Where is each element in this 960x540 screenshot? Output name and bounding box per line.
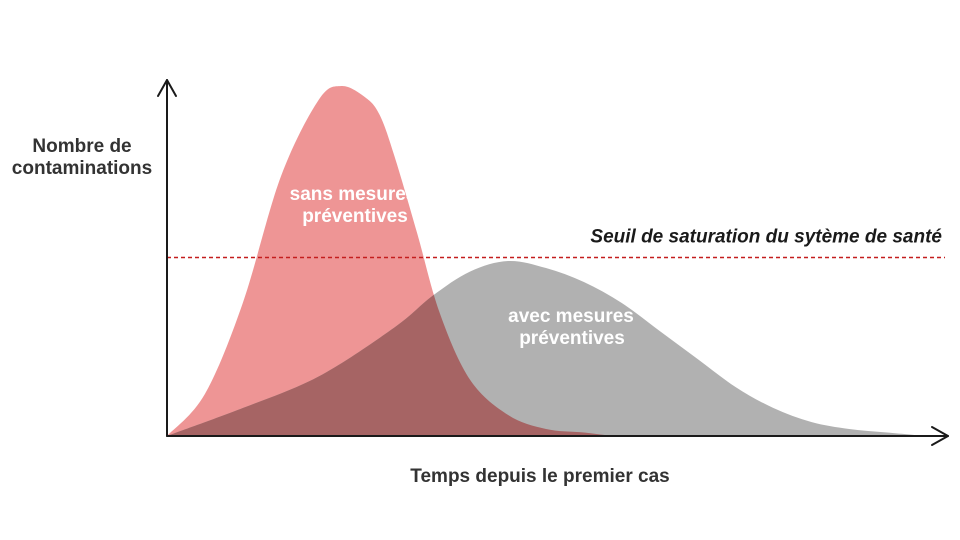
series-label-sans-mesures-line2: préventives [302,206,408,227]
y-axis-label-line1: Nombre de [32,136,131,157]
threshold-label: Seuil de saturation du sytème de santé [590,227,942,248]
x-axis-label: Temps depuis le premier cas [410,466,669,487]
series-label-sans-mesures-line1: sans mesures [290,184,417,205]
series-area-sans-mesures [167,85,774,437]
y-axis-arrow-icon [157,79,177,97]
y-axis-label-line2: contaminations [12,158,152,179]
series-label-avec-mesures-line2: préventives [519,328,625,349]
x-axis-arrow-icon [931,426,949,446]
series-label-avec-mesures-line1: avec mesures [508,306,634,327]
